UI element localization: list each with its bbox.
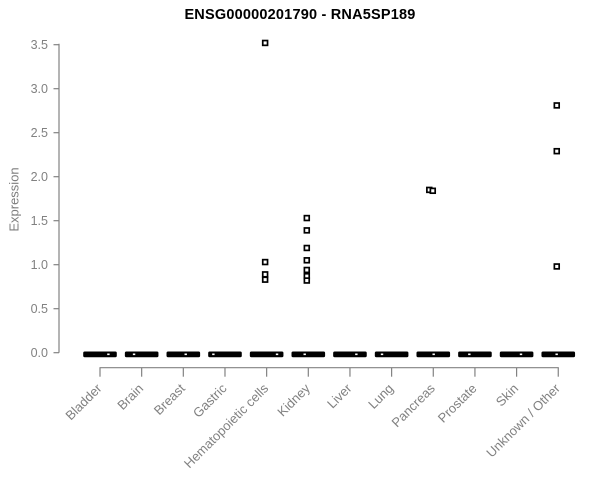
x-tick-label: Brain xyxy=(114,381,146,413)
zero-cluster-bar xyxy=(499,351,534,358)
x-tick-label: Skin xyxy=(493,381,521,409)
zero-cluster-bar xyxy=(83,351,117,358)
y-tick-label: 2.0 xyxy=(31,170,48,184)
x-tick-label: Pancreas xyxy=(388,380,438,430)
zero-cluster-bar-gap xyxy=(555,353,558,356)
y-tick-label: 3.5 xyxy=(31,38,48,52)
zero-cluster-bar-gap xyxy=(107,353,110,356)
data-point xyxy=(553,102,561,109)
data-point xyxy=(261,271,269,278)
zero-cluster-bar xyxy=(166,351,201,358)
x-tick-label: Bladder xyxy=(62,380,105,423)
zero-cluster-bar xyxy=(458,351,492,358)
zero-cluster-bar xyxy=(374,351,409,358)
zero-cluster-bar xyxy=(333,351,367,358)
data-point xyxy=(553,147,561,155)
zero-cluster-bar-gap xyxy=(468,353,471,356)
zero-cluster-bar-gap xyxy=(212,353,215,356)
x-tick-label: Kidney xyxy=(274,380,313,419)
data-point xyxy=(303,266,311,274)
x-tick-label: Liver xyxy=(324,380,355,411)
zero-cluster-bar-gap xyxy=(519,353,523,356)
zero-cluster-bar xyxy=(541,351,576,358)
y-tick-label: 0.5 xyxy=(31,302,48,316)
data-point xyxy=(261,39,269,47)
x-tick-label: Prostate xyxy=(435,381,480,426)
zero-cluster-bar-gap xyxy=(432,353,435,356)
data-point xyxy=(303,277,311,284)
zero-cluster-bar-gap xyxy=(380,353,384,356)
zero-cluster-bar-gap xyxy=(303,353,306,356)
data-point xyxy=(261,258,269,266)
x-tick-label: Breast xyxy=(151,380,188,417)
zero-cluster-bar-gap xyxy=(132,353,136,356)
data-point xyxy=(303,227,311,234)
data-point xyxy=(429,187,437,195)
data-point xyxy=(303,257,311,264)
data-point xyxy=(261,276,269,283)
zero-cluster-bar xyxy=(249,351,284,358)
y-tick-label: 1.5 xyxy=(31,214,48,228)
x-tick-label: Lung xyxy=(365,381,396,412)
data-point xyxy=(303,244,311,252)
chart-title: ENSG00000201790 - RNA5SP189 xyxy=(184,7,416,23)
zero-cluster-bar xyxy=(291,351,326,358)
zero-cluster-bar xyxy=(208,351,242,358)
y-tick-label: 3.0 xyxy=(31,82,48,96)
y-tick-label: 2.5 xyxy=(31,126,48,140)
zero-cluster-bar xyxy=(124,351,159,358)
data-point xyxy=(553,263,561,270)
data-point xyxy=(303,214,311,222)
y-tick-label: 1.0 xyxy=(31,258,48,272)
y-tick-label: 0.0 xyxy=(31,346,48,360)
zero-cluster-bar-gap xyxy=(184,353,187,356)
zero-cluster-bar-gap xyxy=(275,353,279,356)
x-tick-label: Unknown / Other xyxy=(483,380,563,460)
zero-cluster-bar-gap xyxy=(355,353,358,356)
x-tick-label: Gastric xyxy=(190,380,230,420)
